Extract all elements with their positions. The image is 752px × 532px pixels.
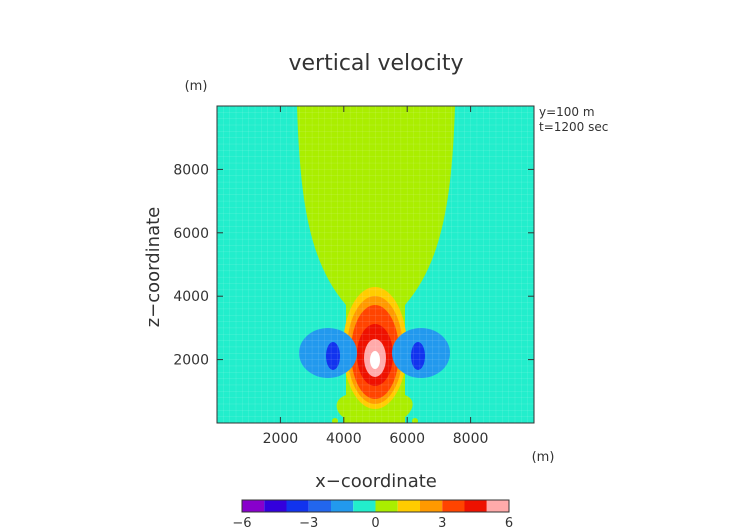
- x-unit-label: (m): [532, 450, 555, 465]
- colorbar-segment: [397, 500, 420, 512]
- x-tick-label: 6000: [389, 431, 425, 447]
- colorbar-segment: [464, 500, 487, 512]
- x-tick-label: 8000: [453, 431, 489, 447]
- y-tick-label: 6000: [173, 226, 209, 242]
- colorbar-tick-label: −3: [299, 516, 318, 531]
- y-axis-ticks: 2000 4000 6000 8000: [173, 162, 534, 369]
- colorbar-segment: [353, 500, 376, 512]
- colorbar-segment: [264, 500, 287, 512]
- region-downdraft-left-core: [326, 342, 340, 370]
- colorbar-segment: [375, 500, 398, 512]
- x-tick-label: 4000: [326, 431, 362, 447]
- region-downdraft-right-core: [411, 342, 425, 370]
- colorbar-segment: [420, 500, 443, 512]
- region-ground-blob-1: [332, 418, 338, 423]
- colorbar-segment: [308, 500, 331, 512]
- chart-title: vertical velocity: [288, 51, 463, 76]
- x-axis-ticks: 2000 4000 6000 8000: [263, 106, 489, 447]
- colorbar-segment: [331, 500, 354, 512]
- region-core-peak: [370, 351, 380, 369]
- colorbar-tick-label: 0: [371, 516, 379, 531]
- colorbar-tick-label: 3: [438, 516, 446, 531]
- colorbar-segment: [242, 500, 265, 512]
- colorbar-tick-label: 6: [505, 516, 513, 531]
- y-tick-label: 8000: [173, 162, 209, 178]
- colorbar-segment: [286, 500, 309, 512]
- annotation-t: t=1200 sec: [539, 120, 608, 134]
- plot-area: [217, 106, 534, 423]
- colorbar-frame: [241, 499, 510, 513]
- y-tick-label: 4000: [173, 289, 209, 305]
- gridlines: [217, 106, 534, 423]
- plot-frame: [216, 105, 535, 424]
- colorbar-ticks: −6 −3 0 3 6: [232, 516, 513, 531]
- colorbar-segment: [442, 500, 465, 512]
- x-tick-label: 2000: [263, 431, 299, 447]
- x-axis-label: x−coordinate: [315, 471, 437, 492]
- colorbar-segment: [486, 500, 509, 512]
- colorbar: [241, 499, 510, 513]
- contour-regions: [297, 106, 455, 423]
- colorbar-tick-label: −6: [232, 516, 251, 531]
- y-unit-label: (m): [185, 79, 208, 94]
- region-updraft-column: [297, 106, 455, 423]
- region-ground-blob-2: [412, 418, 418, 423]
- annotation-y: y=100 m: [539, 105, 595, 119]
- y-axis-label: z−coordinate: [143, 207, 164, 328]
- y-tick-label: 2000: [173, 353, 209, 369]
